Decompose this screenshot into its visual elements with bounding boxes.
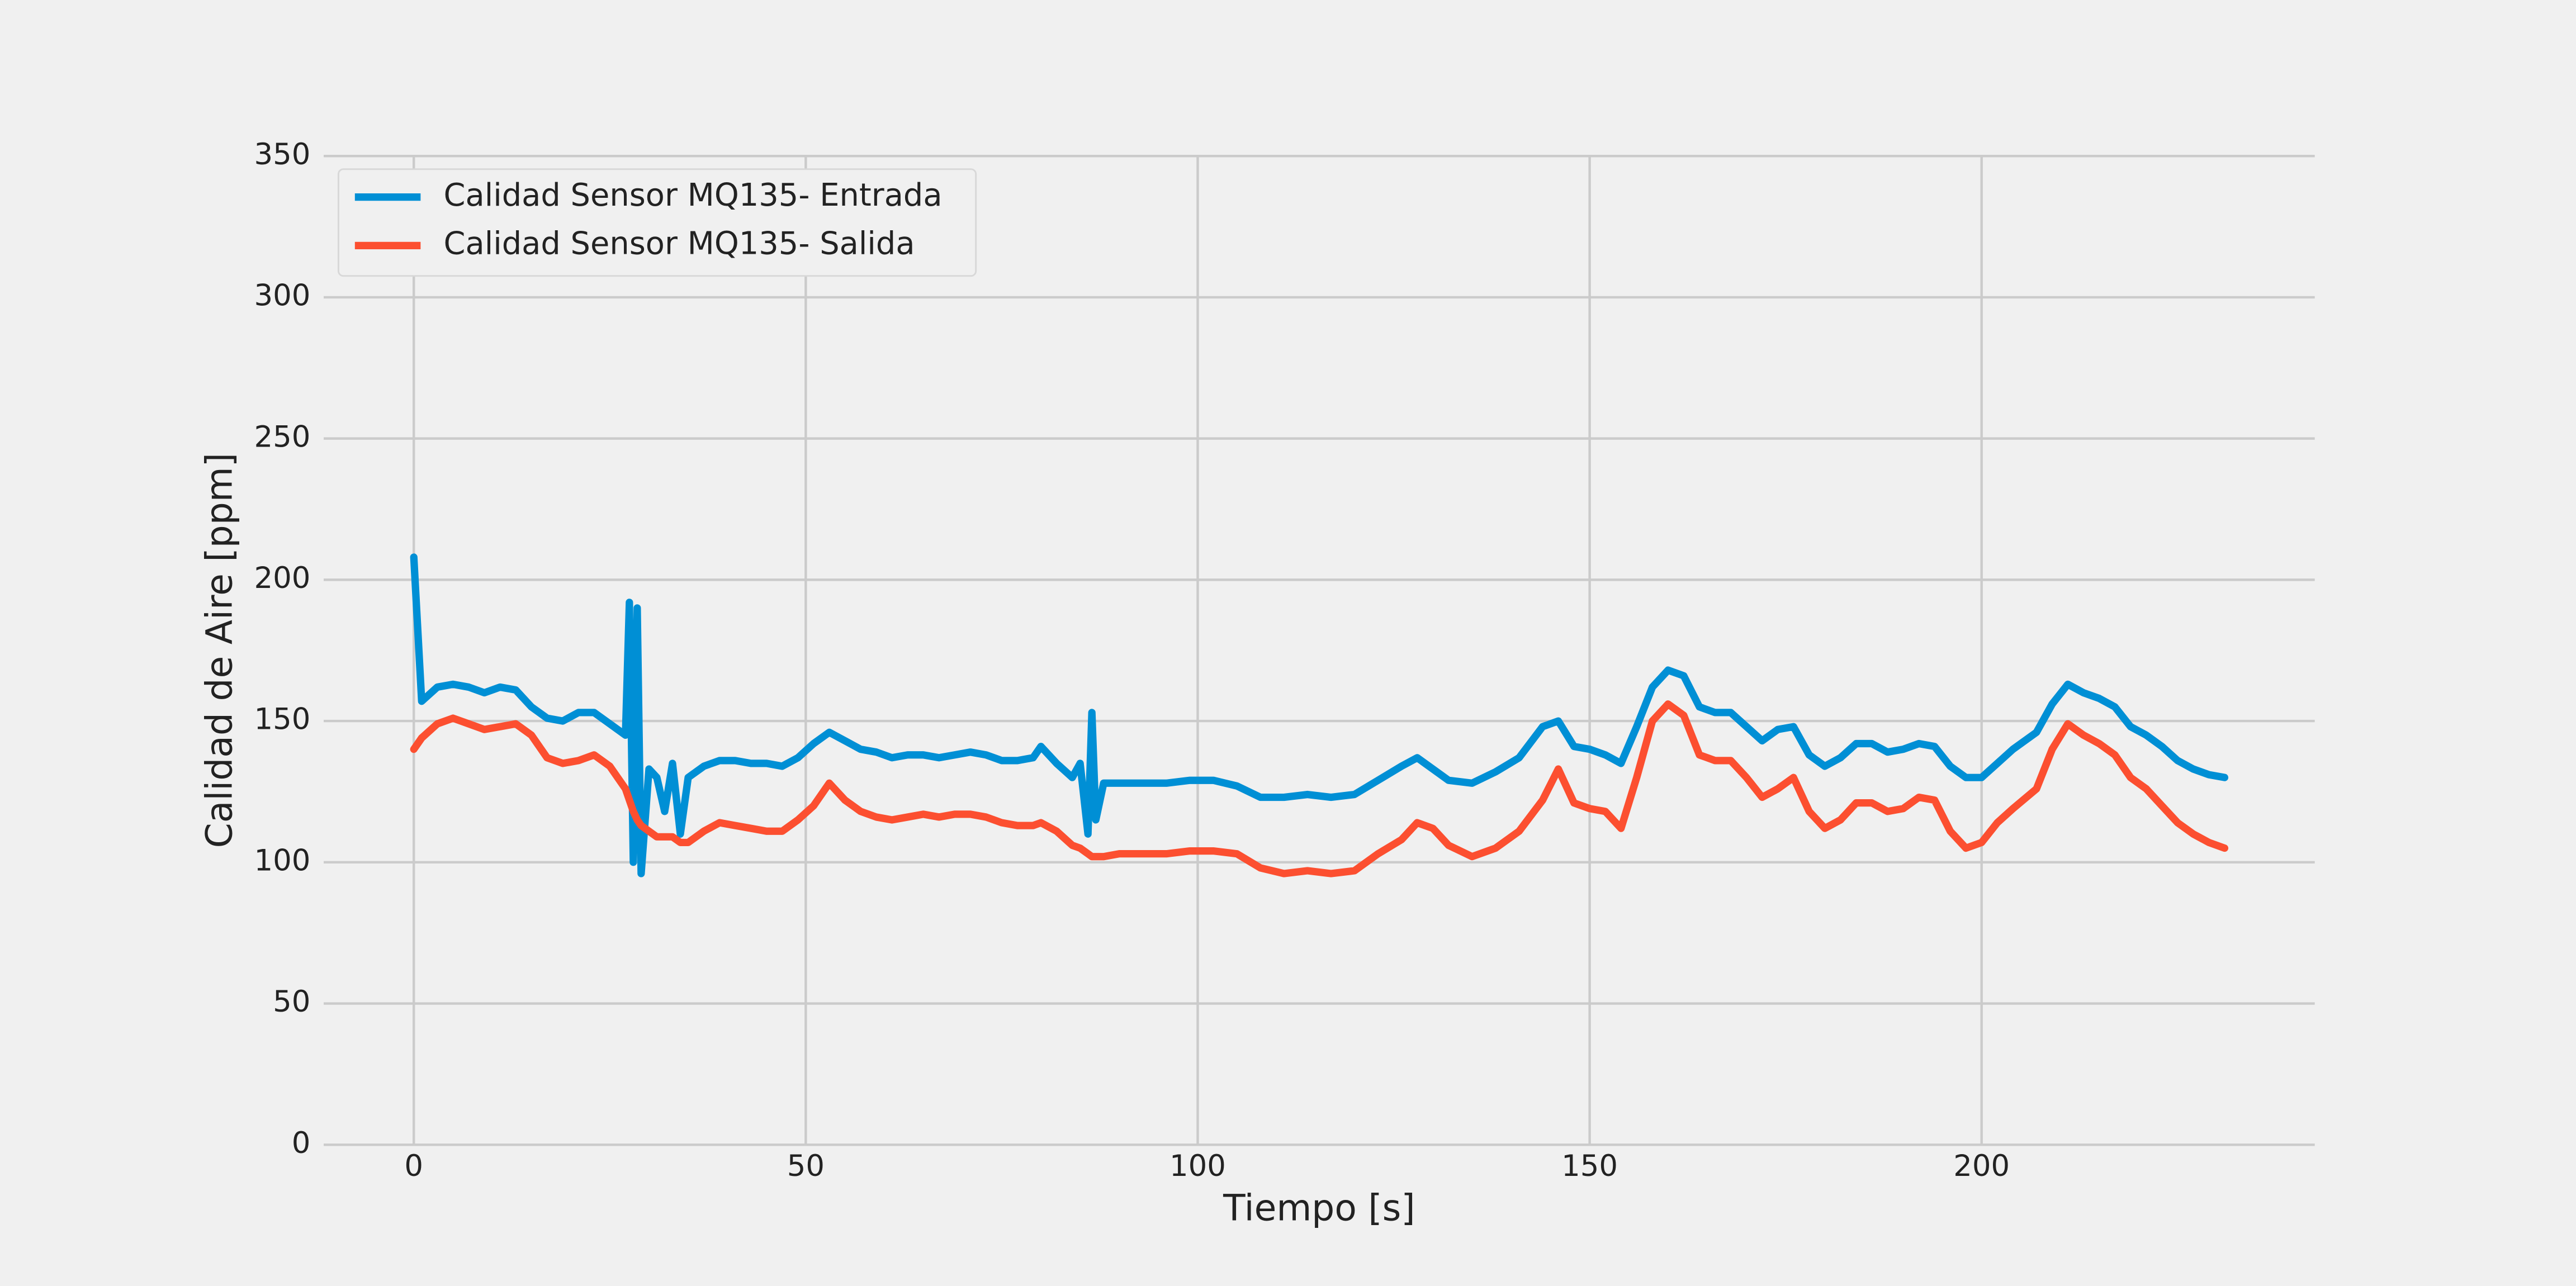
data-line bbox=[410, 553, 2229, 877]
y-tick-label: 350 bbox=[254, 137, 311, 172]
x-tick-label: 200 bbox=[1953, 1149, 2010, 1183]
x-tick-label: 150 bbox=[1561, 1149, 1618, 1183]
legend-label: Calidad Sensor MQ135- Salida bbox=[444, 225, 915, 262]
y-tick-label: 200 bbox=[254, 561, 311, 595]
y-tick-label: 300 bbox=[254, 279, 311, 313]
legend-label: Calidad Sensor MQ135- Entrada bbox=[444, 177, 943, 213]
y-tick-label: 250 bbox=[254, 420, 311, 454]
y-axis-label: Calidad de Aire [ppm] bbox=[198, 453, 240, 848]
y-tick-label: 0 bbox=[292, 1126, 311, 1160]
x-tick-label: 0 bbox=[404, 1149, 423, 1183]
legend-box bbox=[337, 168, 977, 277]
y-tick-label: 100 bbox=[254, 843, 311, 877]
y-tick-label: 150 bbox=[254, 703, 311, 737]
data-line bbox=[410, 700, 2229, 877]
x-tick-label: 100 bbox=[1169, 1149, 1226, 1183]
x-tick-label: 50 bbox=[787, 1149, 825, 1183]
x-axis-label: Tiempo [s] bbox=[1223, 1187, 1415, 1229]
y-tick-label: 50 bbox=[273, 985, 310, 1019]
